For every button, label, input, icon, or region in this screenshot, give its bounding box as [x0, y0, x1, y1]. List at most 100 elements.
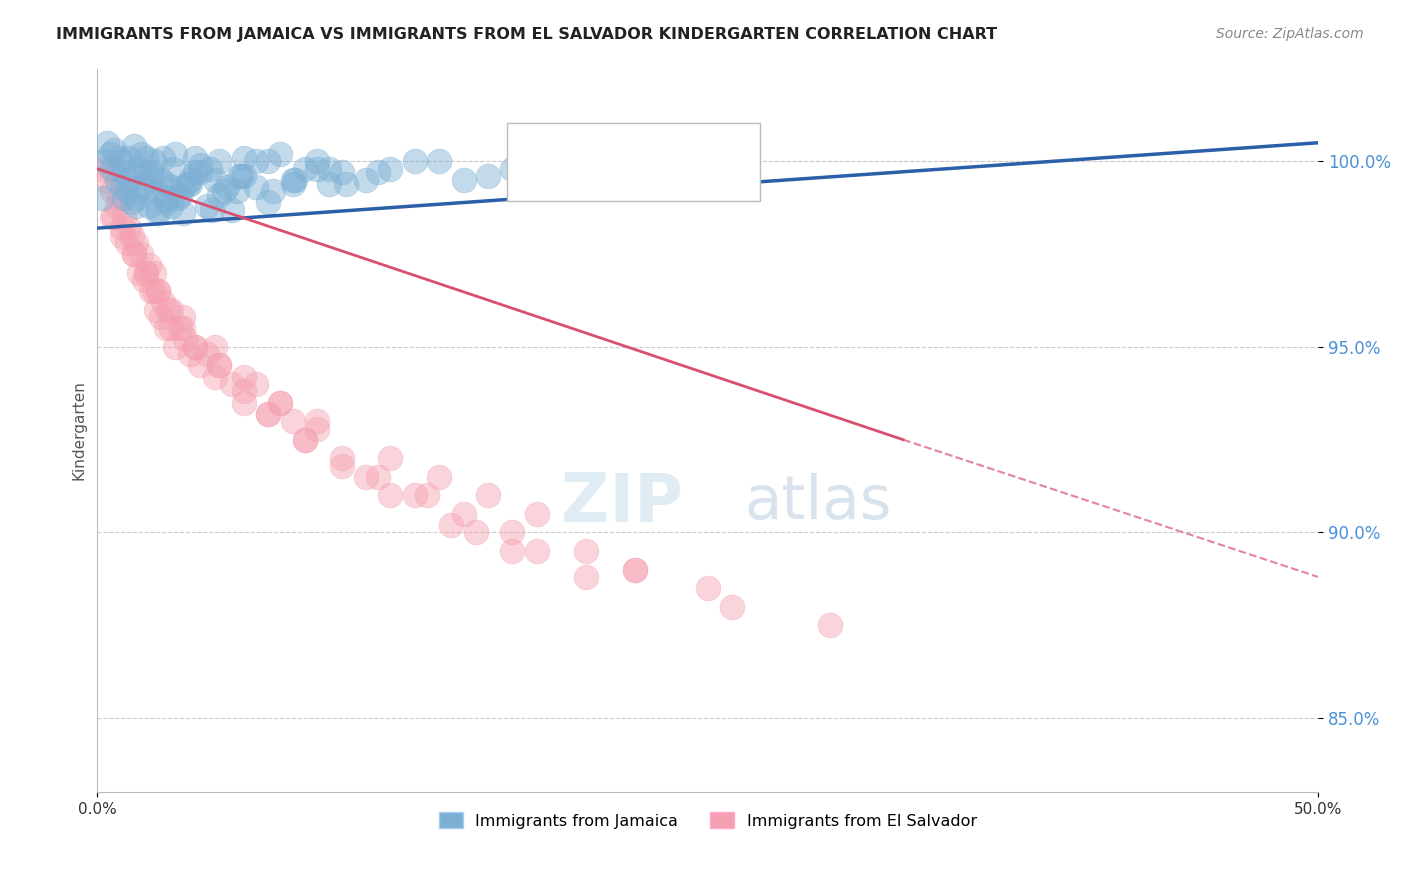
- Point: [121, 195, 143, 210]
- Point: [132, 177, 155, 191]
- Point: [232, 151, 254, 165]
- Point: [269, 147, 291, 161]
- Point: [108, 151, 131, 165]
- Point: [101, 161, 124, 176]
- Point: [404, 488, 426, 502]
- Point: [307, 161, 329, 176]
- Point: [125, 199, 148, 213]
- Point: [145, 302, 167, 317]
- Point: [179, 177, 201, 191]
- Point: [142, 266, 165, 280]
- Point: [307, 154, 329, 169]
- Point: [367, 165, 389, 179]
- Point: [204, 173, 226, 187]
- Point: [184, 340, 207, 354]
- Point: [169, 321, 191, 335]
- Y-axis label: Kindergarten: Kindergarten: [72, 381, 86, 481]
- Point: [135, 184, 157, 198]
- Point: [284, 173, 307, 187]
- Point: [145, 184, 167, 198]
- Point: [477, 169, 499, 183]
- Point: [427, 154, 450, 169]
- Point: [135, 266, 157, 280]
- Point: [115, 184, 138, 198]
- Point: [257, 407, 280, 421]
- Point: [318, 177, 340, 191]
- Point: [294, 433, 316, 447]
- Point: [245, 377, 267, 392]
- Point: [179, 347, 201, 361]
- Point: [330, 165, 353, 179]
- Point: [139, 165, 162, 179]
- Point: [623, 563, 645, 577]
- Point: [354, 470, 377, 484]
- Point: [103, 143, 125, 157]
- Point: [281, 177, 304, 191]
- Point: [257, 154, 280, 169]
- Point: [225, 184, 247, 198]
- Point: [184, 151, 207, 165]
- Text: IMMIGRANTS FROM JAMAICA VS IMMIGRANTS FROM EL SALVADOR KINDERGARTEN CORRELATION : IMMIGRANTS FROM JAMAICA VS IMMIGRANTS FR…: [56, 27, 997, 42]
- Point: [115, 235, 138, 250]
- Text: atlas: atlas: [744, 474, 891, 533]
- Point: [101, 184, 124, 198]
- Point: [440, 518, 463, 533]
- Point: [93, 154, 115, 169]
- Point: [501, 161, 523, 176]
- Point: [188, 158, 211, 172]
- Point: [155, 195, 177, 210]
- Point: [184, 165, 207, 179]
- Point: [103, 210, 125, 224]
- Point: [221, 202, 243, 217]
- Point: [148, 284, 170, 298]
- Point: [152, 295, 174, 310]
- Point: [91, 191, 114, 205]
- Point: [623, 154, 645, 169]
- Text: ■: ■: [523, 138, 540, 156]
- Point: [195, 199, 218, 213]
- Point: [101, 210, 124, 224]
- Point: [575, 147, 598, 161]
- Point: [294, 433, 316, 447]
- Point: [188, 165, 211, 179]
- Point: [269, 395, 291, 409]
- Point: [330, 451, 353, 466]
- Point: [121, 228, 143, 243]
- Point: [221, 377, 243, 392]
- Point: [501, 544, 523, 558]
- Point: [526, 507, 548, 521]
- Point: [176, 177, 198, 191]
- Point: [131, 247, 153, 261]
- Point: [152, 151, 174, 165]
- Point: [257, 195, 280, 210]
- Point: [159, 302, 181, 317]
- Point: [575, 570, 598, 584]
- Point: [111, 221, 134, 235]
- Point: [139, 173, 162, 187]
- Point: [427, 470, 450, 484]
- Point: [228, 169, 250, 183]
- Point: [526, 158, 548, 172]
- Point: [128, 266, 150, 280]
- Point: [335, 177, 357, 191]
- Text: ■: ■: [523, 168, 540, 186]
- Point: [416, 488, 439, 502]
- Point: [404, 154, 426, 169]
- Point: [96, 136, 118, 150]
- Point: [232, 169, 254, 183]
- Point: [105, 173, 128, 187]
- Point: [159, 180, 181, 194]
- Point: [696, 581, 718, 595]
- Point: [98, 147, 121, 161]
- Point: [111, 154, 134, 169]
- Point: [623, 563, 645, 577]
- Text: Source: ZipAtlas.com: Source: ZipAtlas.com: [1216, 27, 1364, 41]
- Point: [155, 321, 177, 335]
- Point: [184, 340, 207, 354]
- Point: [501, 525, 523, 540]
- Point: [257, 407, 280, 421]
- Point: [464, 525, 486, 540]
- Point: [148, 202, 170, 217]
- Point: [112, 165, 135, 179]
- Point: [380, 451, 402, 466]
